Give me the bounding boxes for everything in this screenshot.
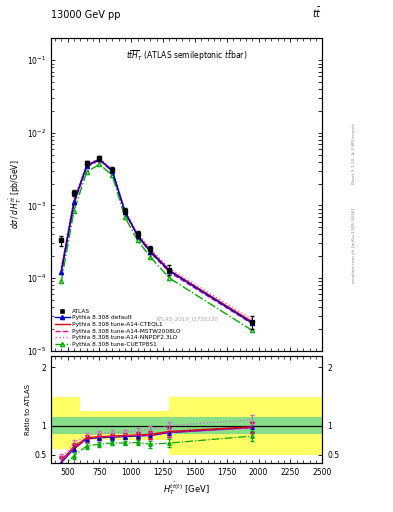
Text: mcplots.cern.ch [arXiv:1306.3436]: mcplots.cern.ch [arXiv:1306.3436] <box>352 208 356 283</box>
Legend: ATLAS, Pythia 8.308 default, Pythia 8.308 tune-A14-CTEQL1, Pythia 8.308 tune-A14: ATLAS, Pythia 8.308 default, Pythia 8.30… <box>54 308 182 348</box>
Text: 13000 GeV pp: 13000 GeV pp <box>51 10 121 20</box>
Text: ATLAS_2019_I1750330: ATLAS_2019_I1750330 <box>155 316 218 323</box>
Text: $t\bar{t}\overline{H}_T$ (ATLAS semileptonic $t\bar{t}$bar): $t\bar{t}\overline{H}_T$ (ATLAS semilept… <box>126 48 247 62</box>
Y-axis label: Ratio to ATLAS: Ratio to ATLAS <box>25 384 31 435</box>
Text: Rivet 3.1.10, ≥ 2.8M events: Rivet 3.1.10, ≥ 2.8M events <box>352 123 356 184</box>
Y-axis label: $d\sigma\,/\,d\,H_T^{t\bar{t}}$ [pb/GeV]: $d\sigma\,/\,d\,H_T^{t\bar{t}}$ [pb/GeV] <box>8 160 24 229</box>
Text: $t\bar{t}$: $t\bar{t}$ <box>312 7 322 20</box>
X-axis label: $H_T^{t\bar{t}(t)}$ [GeV]: $H_T^{t\bar{t}(t)}$ [GeV] <box>163 480 210 497</box>
